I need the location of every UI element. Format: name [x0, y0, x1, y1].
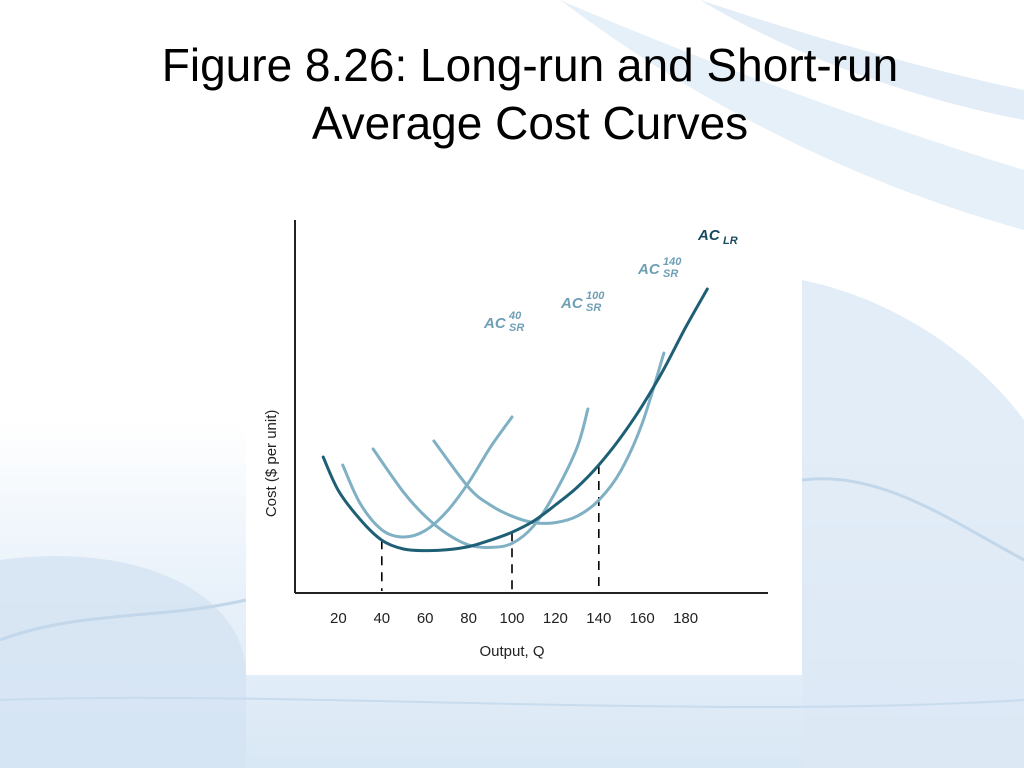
- series-label-ac-sr-140-main: AC: [637, 261, 661, 278]
- series-label-ac-sr-40-main: AC: [483, 315, 507, 332]
- series-label-ac-sr-40-sub: SR: [509, 322, 524, 334]
- x-tick-label-160: 160: [630, 610, 655, 627]
- series-line-ac-sr-40: [341, 415, 514, 539]
- series-label-ac-sr-40-sup: 40: [508, 310, 522, 322]
- x-tick-label-20: 20: [330, 610, 347, 627]
- series-label-ac-lr-main: AC: [697, 227, 721, 244]
- x-axis-label: Output, Q: [479, 643, 544, 660]
- x-tick-label-60: 60: [417, 610, 434, 627]
- series-label-ac-sr-140-sup: 140: [663, 256, 682, 268]
- x-tick-label-140: 140: [586, 610, 611, 627]
- series-label-ac-lr-sub: LR: [723, 235, 738, 247]
- x-tick-label-80: 80: [460, 610, 477, 627]
- series-label-ac-sr-100-sub: SR: [586, 302, 601, 314]
- cost-curves-chart: 20 40 60 80 100 120 140 160 180 Output, Q Cost ($ …: [263, 220, 768, 660]
- x-tick-label-120: 120: [543, 610, 568, 627]
- series-line-ac-sr-100: [371, 407, 590, 549]
- slide-title: Figure 8.26: Long-run and Short-run Aver…: [161, 39, 899, 149]
- series-label-ac-sr-100-main: AC: [560, 295, 584, 312]
- figure-panel: 20 40 60 80 100 120 140 160 180 Output, Q Cost ($ …: [246, 200, 802, 675]
- series-label-ac-sr-140-sub: SR: [663, 268, 678, 280]
- x-tick-label-180: 180: [673, 610, 698, 627]
- x-tick-label-40: 40: [373, 610, 390, 627]
- series-label-ac-sr-100-sup: 100: [586, 290, 605, 302]
- series-line-ac-lr: [321, 287, 709, 553]
- series-line-ac-sr-140: [432, 351, 666, 525]
- x-tick-label-100: 100: [499, 610, 524, 627]
- y-axis-label: Cost ($ per unit): [263, 410, 280, 518]
